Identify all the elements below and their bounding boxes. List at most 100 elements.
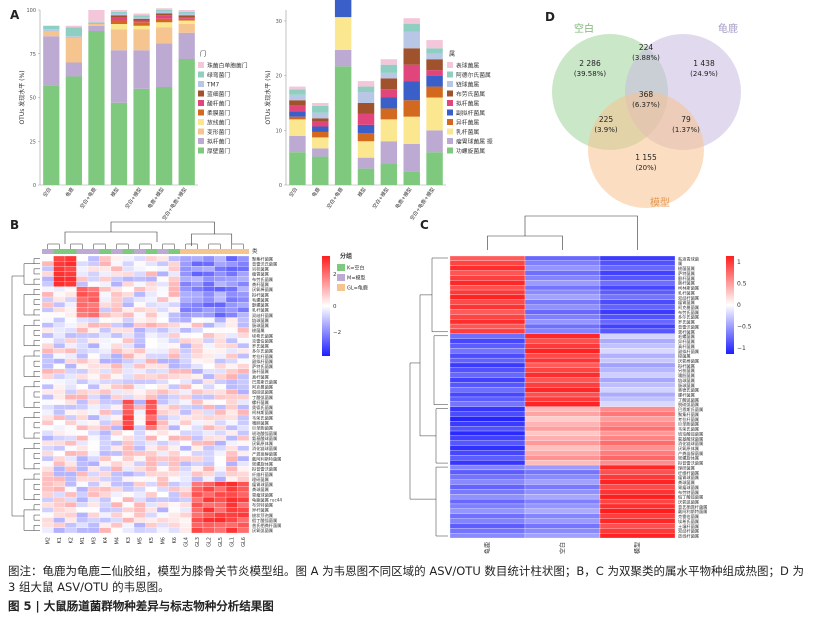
heatmap-cell [99,527,112,534]
legend-label: 蓝细菌门 [207,90,230,98]
heatmap-cell [64,358,77,364]
heatmap-cell [145,496,158,503]
dendrogram-branch [33,504,40,511]
heatmap-cell [191,343,204,349]
heatmap-cell [225,271,238,277]
heatmap-cell [179,420,192,426]
legend-label: 柔膜菌门 [207,109,230,117]
bar-segment [289,86,306,90]
heatmap-cell [214,476,227,482]
heatmap-cell [168,517,181,523]
legend-label: 表球菌属 [456,62,479,70]
heatmap-cell [599,460,676,466]
heatmap-cell [237,261,250,267]
venn-region-percent: (24.9%) [690,70,718,78]
heatmap-cell [202,296,215,303]
legend-label: 副拟杆菌属 [456,109,485,117]
heatmap-cell [122,368,135,375]
heatmap-cell [225,425,238,431]
heatmap-cell [133,461,146,467]
heatmap-cell [53,471,66,477]
heatmap-cell [214,389,227,395]
venn-region-count: 224 [639,43,654,52]
heatmap-cell [41,378,54,385]
group-strip-cell [134,249,146,254]
heatmap-cell [87,471,100,477]
heatmap-cell [202,461,215,467]
row-label: 颤螺菌属 [252,302,269,309]
heatmap-cell [41,425,54,431]
heatmap-cell [179,276,192,282]
heatmap-cell [145,271,158,277]
heatmap-cell [87,332,100,339]
figure-caption: 图注：龟鹿为龟鹿二仙胶组，模型为膝骨关节炎模型组。图 A 为韦恩图不同区域的 A… [8,564,804,594]
heatmap-cell [214,363,227,369]
heatmap-cell [122,358,135,364]
legend-label: 变形菌门 [207,128,230,136]
heatmap-cell [524,309,601,315]
heatmap-cell [133,276,146,282]
heatmap-cell [156,502,169,508]
heatmap-cell [76,281,89,287]
y-tick-label: 0 [279,183,282,189]
row-label: 消化链球菌属 [252,445,277,452]
heatmap-cell [87,399,100,405]
y-tick-label: 100 [26,8,36,14]
heatmap-cell [76,378,89,385]
heatmap-cell [599,503,676,509]
group-strip-cell [88,249,100,254]
heatmap-cell [237,466,250,472]
bar-segment [380,72,398,79]
group-strip-cell [76,249,88,254]
heatmap-cell [156,491,169,498]
bar-segment [110,15,128,17]
heatmap-cell [99,486,112,493]
heatmap-cell [214,317,227,323]
heatmap-cell [191,394,204,400]
heatmap-cell [449,309,526,315]
heatmap-cell [64,332,77,339]
heatmap-cell [122,255,135,262]
y-tick-label: 75 [30,52,36,58]
row-label: 梭菌菌属 [678,265,695,272]
heatmap-cell [225,343,238,349]
heatmap-cell [524,392,601,398]
bar-segment [65,38,82,63]
bar-segment [133,15,150,17]
heatmap-cell [449,387,526,393]
heatmap-cell [156,266,169,272]
row-label: 巴恩斯氏菌属 [252,378,277,385]
heatmap-cell [53,409,66,416]
row-label: 嗜胆菌属 [678,372,695,379]
heatmap-cell [191,455,204,462]
heatmap-cell [76,455,89,462]
heatmap-cell [145,476,158,482]
legend-swatch [198,128,204,135]
heatmap-cell [202,358,215,364]
color-scale-tick: 2 [333,272,337,278]
heatmap-cell [168,466,181,472]
heatmap-cell [237,327,250,334]
bar-segment [426,97,443,131]
row-label: 布劳氏菌属 [252,276,273,283]
heatmap-cell [53,271,66,277]
heatmap-cell [449,435,526,441]
heatmap-cell [168,373,181,380]
heatmap-cell [168,496,181,503]
heatmap-cell [599,372,676,378]
row-label: 拟普雷沃菌属 [678,460,703,467]
bar-segment [426,53,443,60]
heatmap-cell [53,425,66,431]
heatmap-cell [53,286,66,293]
heatmap-cell [53,291,66,298]
heatmap-cell [168,461,181,467]
heatmap-cell [133,527,146,534]
heatmap-cell [202,414,215,421]
heatmap-cell [145,373,158,380]
heatmap-cell [191,450,204,457]
heatmap-cell [599,450,676,456]
row-label: 乳杆菌属 [678,289,695,296]
heatmap-cell [110,302,123,308]
heatmap-cell [122,302,135,308]
heatmap-cell [76,286,89,293]
